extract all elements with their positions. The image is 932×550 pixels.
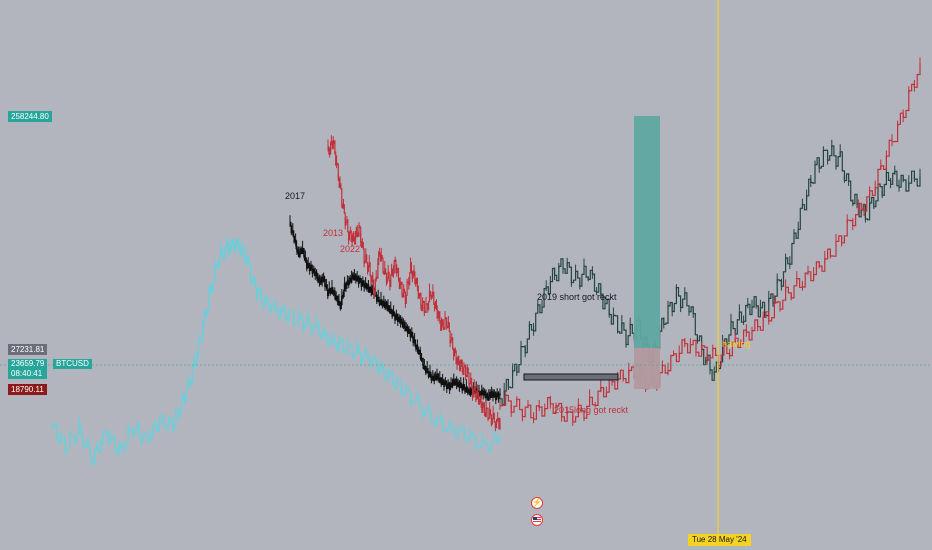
us-flag-shape [533,517,541,523]
current-price-value: 23659.79 [11,359,45,368]
series-line-2013 [328,140,501,430]
range-bar[interactable] [523,373,619,381]
price-tag-current: 23659.79 08:40:41 [8,359,48,379]
label-2022: 2022 [340,244,360,254]
date-cursor-label: Tue 28 May '24 [688,534,751,546]
series-2017 [289,215,501,405]
long-position-box[interactable] [634,116,660,348]
series-line-2019 [500,145,921,406]
us-flag-icon[interactable] [531,514,543,526]
short-position-box[interactable] [634,348,660,389]
lightning-icon[interactable]: ⚡ [531,497,543,509]
label-2013: 2013 [323,228,343,238]
series-layer [51,57,921,467]
series-2022 [51,236,501,467]
series-2015 [499,57,921,426]
label-2019-short: 2019 short got reckt [537,292,617,302]
series-2013 [327,135,501,432]
label-2017: 2017 [285,191,305,201]
price-tag-top: 258244.80 [8,111,52,122]
symbol-tag: BTCUSD [53,359,92,369]
label-halving: halving [722,339,751,349]
price-tag-low: 18790.11 [8,384,47,395]
price-tag-level: 27231.81 [8,344,48,355]
bar-countdown: 08:40:41 [11,369,43,378]
label-2015-long: 2015long got reckt [554,405,629,415]
series-line-2015 [500,64,921,423]
series-line-2022 [52,238,501,465]
